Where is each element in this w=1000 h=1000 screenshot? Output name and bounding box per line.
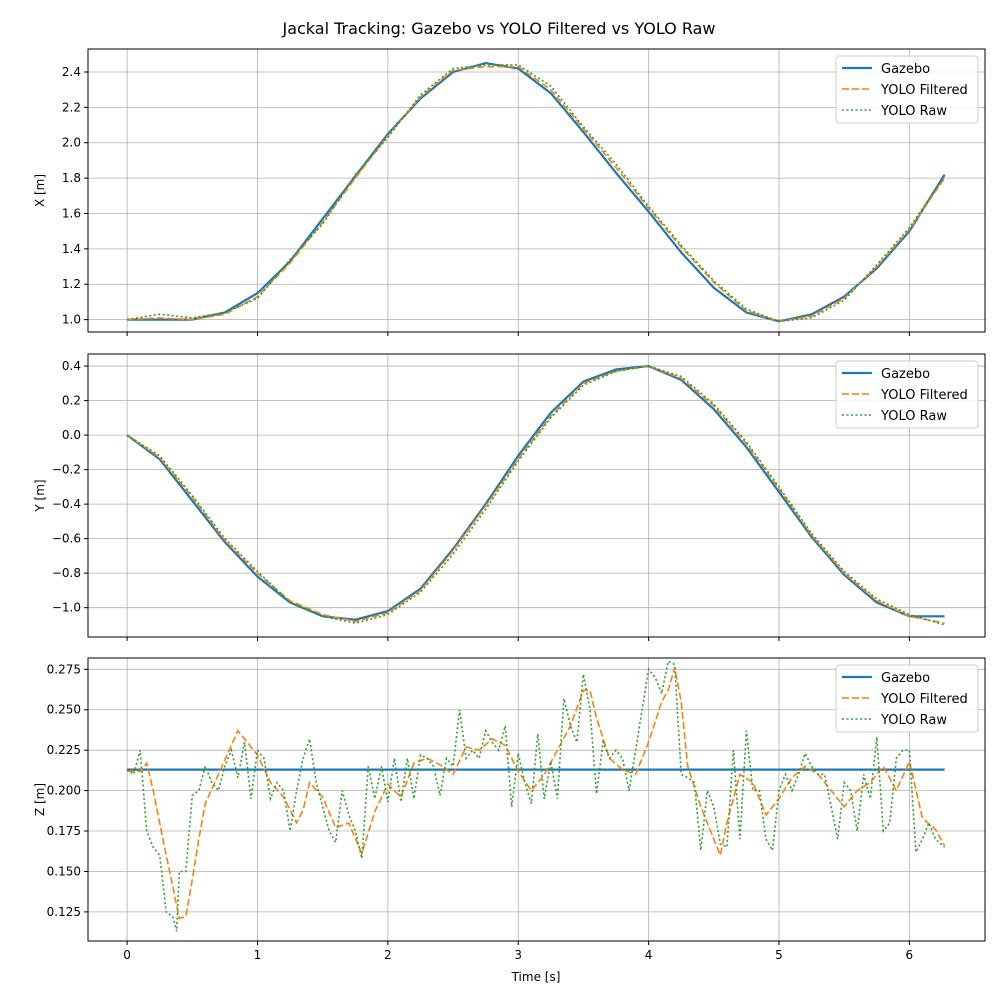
y-tick-label: 1.8 — [62, 171, 81, 185]
y-tick-label: 0.275 — [47, 662, 81, 676]
legend: Gazebo YOLO Filtered YOLO Raw — [835, 55, 979, 124]
axes-frame — [87, 657, 986, 942]
subplot-2: −1.0 −0.8 −0.6 −0.4 −0.2 0.0 0.2 0.4 Y [m] Gazebo… — [33, 353, 986, 641]
y-tick-label: 2.4 — [62, 65, 81, 79]
legend-box — [835, 55, 979, 124]
legend-label: YOLO Raw — [880, 409, 947, 424]
y-tick-label: 0.4 — [62, 359, 81, 373]
subplots: 1.0 1.2 1.4 1.6 1.8 2.0 2.2 2.4 X [m] Gazebo YOLO … — [33, 48, 986, 962]
y-tick-label: 1.6 — [62, 206, 81, 220]
legend-label: YOLO Filtered — [880, 692, 968, 707]
y-tick-label: −1.0 — [52, 601, 81, 615]
y-tick-label: 1.4 — [62, 242, 81, 256]
x-tick-label: 3 — [514, 948, 522, 962]
figure-title: Jackal Tracking: Gazebo vs YOLO Filtered… — [281, 19, 715, 38]
y-axis-label: X [m] — [33, 174, 47, 207]
legend-label: YOLO Filtered — [880, 388, 968, 403]
legend-label: Gazebo — [881, 62, 930, 77]
legend-label: YOLO Raw — [880, 104, 947, 119]
y-tick-label: −0.8 — [52, 566, 81, 580]
y-tick-label: 0.225 — [47, 743, 81, 757]
x-tick-label: 0 — [123, 948, 131, 962]
legend-label: Gazebo — [881, 367, 930, 382]
series-line-yolo-raw — [126, 365, 945, 626]
y-tick-label: 0.125 — [47, 905, 81, 919]
y-tick-label: 1.0 — [62, 313, 81, 327]
y-tick-label: 0.0 — [62, 428, 81, 442]
y-tick-label: 2.0 — [62, 136, 81, 150]
x-tick-label: 6 — [906, 948, 914, 962]
series-line-yolo-raw — [126, 64, 946, 323]
y-tick-label: 2.2 — [62, 100, 81, 114]
y-tick-label: −0.4 — [52, 497, 81, 511]
y-tick-label: 0.250 — [47, 703, 81, 717]
series-line-gazebo — [126, 364, 945, 621]
y-tick-label: 1.2 — [62, 277, 81, 291]
legend-box — [835, 360, 979, 429]
legend-label: YOLO Raw — [880, 713, 947, 728]
series-line-gazebo — [127, 61, 946, 323]
series-line-yolo-filtered — [126, 365, 945, 624]
x-tick-label: 4 — [645, 948, 653, 962]
axes-frame — [87, 48, 986, 333]
y-tick-label: 0.200 — [47, 784, 81, 798]
y-tick-label: 0.150 — [47, 864, 81, 878]
legend: Gazebo YOLO Filtered YOLO Raw — [835, 664, 979, 733]
axes-frame — [87, 353, 986, 638]
y-axis-label: Y [m] — [33, 479, 47, 512]
y-tick-label: −0.2 — [52, 463, 81, 477]
x-axis-label: Time [s] — [511, 970, 561, 984]
y-axis-label: Z [m] — [33, 783, 47, 816]
subplot-1: 1.0 1.2 1.4 1.6 1.8 2.0 2.2 2.4 X [m] Gazebo YOLO … — [33, 48, 986, 336]
x-tick-label: 2 — [384, 948, 392, 962]
y-tick-label: 0.2 — [62, 394, 81, 408]
legend-label: Gazebo — [881, 671, 930, 686]
subplot-3: 0 1 2 3 4 5 6 0.125 0.150 0.175 0.200 0.225 0.250 0.2… — [33, 657, 986, 962]
x-tick-label: 5 — [775, 948, 783, 962]
series-line-yolo-filtered — [127, 667, 946, 920]
legend-label: YOLO Filtered — [880, 83, 968, 98]
legend-box — [835, 664, 979, 733]
y-tick-label: −0.6 — [52, 532, 81, 546]
series-line-yolo-raw — [126, 660, 946, 932]
legend: Gazebo YOLO Filtered YOLO Raw — [835, 360, 979, 429]
x-tick-label: 1 — [254, 948, 262, 962]
series-line-yolo-filtered — [127, 65, 946, 323]
y-tick-label: 0.175 — [47, 824, 81, 838]
